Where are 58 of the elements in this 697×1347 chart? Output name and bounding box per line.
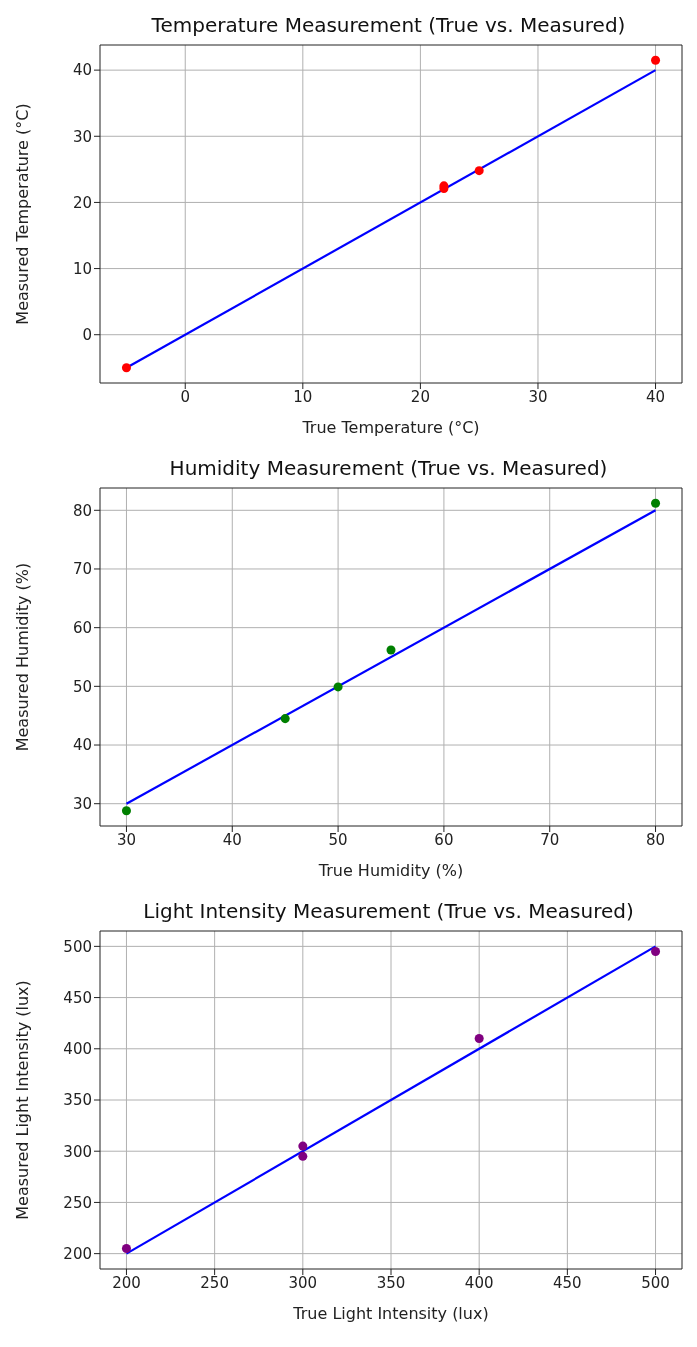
x-axis-title: True Temperature (°C) [301, 418, 480, 437]
x-tick-label: 40 [646, 387, 666, 406]
y-axis-title: Measured Humidity (%) [12, 562, 32, 752]
y-tick-label: 250 [63, 1193, 92, 1212]
x-tick-label: 350 [376, 1273, 406, 1292]
y-tick-label: 20 [72, 193, 92, 212]
x-tick-label: 10 [293, 387, 313, 406]
y-tick-label: 60 [72, 618, 92, 637]
y-tick-label: 40 [72, 736, 92, 755]
x-axis-title: True Light Intensity (lux) [292, 1304, 489, 1323]
x-tick-label: 30 [528, 387, 548, 406]
x-tick-label: 80 [646, 830, 666, 849]
x-tick-label: 300 [288, 1273, 318, 1292]
point [651, 498, 661, 508]
y-tick-label: 10 [72, 259, 92, 278]
x-tick-label: 200 [112, 1273, 141, 1292]
x-tick-label: 70 [540, 830, 560, 849]
chart-title: Temperature Measurement (True vs. Measured) [150, 12, 627, 39]
y-tick-label: 350 [63, 1091, 92, 1110]
point [651, 946, 661, 956]
point [121, 363, 131, 373]
y-axis-title: Measured Light Intensity (lux) [12, 980, 32, 1220]
y-tick-label: 50 [72, 677, 92, 696]
point [280, 714, 290, 724]
x-tick-label: 60 [434, 830, 454, 849]
x-tick-label: 250 [200, 1273, 229, 1292]
x-tick-label: 450 [553, 1273, 582, 1292]
y-tick-label: 40 [72, 61, 92, 80]
x-tick-label: 30 [116, 830, 136, 849]
x-axis-title: True Humidity (%) [317, 861, 464, 880]
point [298, 1141, 308, 1151]
chart-title: Light Intensity Measurement (True vs. Measured) [142, 898, 635, 925]
y-tick-label: 500 [63, 937, 92, 956]
x-tick-label: 20 [410, 387, 430, 406]
point [474, 1034, 484, 1044]
x-tick-label: 50 [328, 830, 348, 849]
point [298, 1151, 308, 1161]
y-tick-label: 30 [72, 795, 92, 814]
y-tick-label: 0 [82, 326, 92, 345]
y-tick-label: 80 [72, 501, 92, 520]
point [121, 1244, 131, 1254]
y-tick-label: 70 [72, 560, 92, 579]
point [474, 166, 484, 176]
y-tick-label: 300 [63, 1142, 92, 1161]
y-tick-label: 200 [63, 1244, 92, 1263]
y-axis-title: Measured Temperature (°C) [12, 103, 32, 325]
x-tick-label: 500 [641, 1273, 670, 1292]
point [651, 55, 661, 65]
y-tick-label: 450 [63, 988, 92, 1007]
y-tick-label: 30 [72, 127, 92, 146]
x-tick-label: 400 [464, 1273, 494, 1292]
point [333, 682, 343, 692]
chart-title: Humidity Measurement (True vs. Measured) [168, 455, 609, 482]
y-tick-label: 400 [63, 1040, 92, 1059]
x-tick-label: 0 [180, 387, 191, 406]
point [121, 806, 131, 816]
point [386, 645, 396, 655]
x-tick-label: 40 [222, 830, 242, 849]
